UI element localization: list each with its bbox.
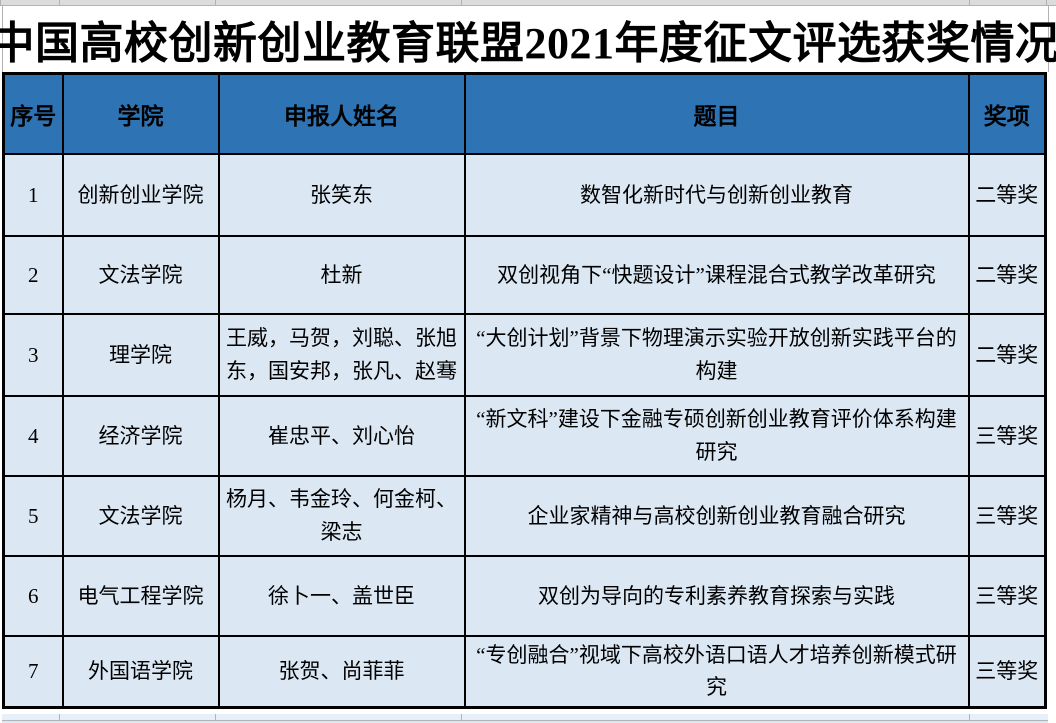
gridline	[2, 6, 3, 72]
cell-applicants: 王威，马贺，刘聪、张旭东，国安邦，张凡、赵骞	[217, 313, 466, 397]
gridline	[969, 0, 970, 5]
cell-award: 二等奖	[967, 313, 1047, 397]
table-row: 2 文法学院 杜新 双创视角下“快题设计”课程混合式教学改革研究 二等奖	[2, 235, 1047, 315]
gridline	[969, 714, 970, 720]
cell-applicants: 徐卜一、盖世臣	[217, 555, 466, 637]
gridline	[59, 0, 60, 5]
cell-no: 5	[2, 475, 64, 557]
header-cell-topic: 题目	[463, 72, 970, 155]
cell-no: 7	[2, 635, 64, 708]
gridline	[59, 714, 60, 720]
gridline	[1048, 6, 1049, 72]
table-row: 3 理学院 王威，马贺，刘聪、张旭东，国安邦，张凡、赵骞 “大创计划”背景下物理…	[2, 313, 1047, 397]
table-row: 1 创新创业学院 张笑东 数智化新时代与创新创业教育 二等奖	[2, 153, 1047, 237]
table-row: 6 电气工程学院 徐卜一、盖世臣 双创为导向的专利素养教育探索与实践 三等奖	[2, 555, 1047, 637]
cell-topic: 企业家精神与高校创新创业教育融合研究	[463, 475, 970, 557]
cell-topic: “专创融合”视域下高校外语口语人才培养创新模式研究	[463, 635, 970, 708]
cell-no: 2	[2, 235, 64, 315]
gridline	[461, 0, 462, 5]
awards-table: 序号 学院 申报人姓名 题目 奖项 1 创新创业学院 张笑东 数智化新时代与创新…	[2, 72, 1047, 709]
header-cell-applicants: 申报人姓名	[217, 72, 466, 155]
header-cell-award: 奖项	[967, 72, 1047, 155]
cell-college: 电气工程学院	[61, 555, 220, 637]
cell-no: 4	[2, 395, 64, 477]
next-row-sliver-fill	[2, 721, 1048, 723]
cell-topic: 双创视角下“快题设计”课程混合式教学改革研究	[463, 235, 970, 315]
table-row: 4 经济学院 崔忠平、刘心怡 “新文科”建设下金融专硕创新创业教育评价体系构建研…	[2, 395, 1047, 477]
cell-college: 文法学院	[61, 475, 220, 557]
gridline	[215, 714, 216, 720]
next-row-sliver	[2, 714, 1048, 721]
cell-college: 创新创业学院	[61, 153, 220, 237]
cell-college: 文法学院	[61, 235, 220, 315]
cell-applicants: 张贺、尚菲菲	[217, 635, 466, 708]
cell-award: 三等奖	[967, 475, 1047, 557]
cell-topic: 数智化新时代与创新创业教育	[463, 153, 970, 237]
cell-college: 理学院	[61, 313, 220, 397]
header-cell-no: 序号	[2, 72, 64, 155]
cell-no: 3	[2, 313, 64, 397]
cell-applicants: 杜新	[217, 235, 466, 315]
cell-award: 二等奖	[967, 235, 1047, 315]
table-row: 7 外国语学院 张贺、尚菲菲 “专创融合”视域下高校外语口语人才培养创新模式研究…	[2, 635, 1047, 708]
cell-award: 三等奖	[967, 635, 1047, 708]
top-gridline-strip	[0, 0, 1056, 6]
header-cell-college: 学院	[61, 72, 220, 155]
cell-applicants: 张笑东	[217, 153, 466, 237]
cell-topic: “新文科”建设下金融专硕创新创业教育评价体系构建研究	[463, 395, 970, 477]
cell-award: 三等奖	[967, 555, 1047, 637]
cell-award: 三等奖	[967, 395, 1047, 477]
page-title: 中国高校创新创业教育联盟2021年度征文评选获奖情况	[0, 19, 1056, 68]
table-row: 5 文法学院 杨月、韦金玲、何金柯、梁志 企业家精神与高校创新创业教育融合研究 …	[2, 475, 1047, 557]
gridline	[461, 714, 462, 720]
cell-college: 外国语学院	[61, 635, 220, 708]
cell-applicants: 崔忠平、刘心怡	[217, 395, 466, 477]
cell-college: 经济学院	[61, 395, 220, 477]
table-body: 1 创新创业学院 张笑东 数智化新时代与创新创业教育 二等奖 2 文法学院 杜新…	[2, 153, 1047, 708]
table-header: 序号 学院 申报人姓名 题目 奖项	[2, 72, 1047, 155]
gridline	[1046, 0, 1047, 5]
cell-topic: 双创为导向的专利素养教育探索与实践	[463, 555, 970, 637]
cell-topic: “大创计划”背景下物理演示实验开放创新实践平台的构建	[463, 313, 970, 397]
gridline	[215, 0, 216, 5]
cell-applicants: 杨月、韦金玲、何金柯、梁志	[217, 475, 466, 557]
header-row: 序号 学院 申报人姓名 题目 奖项	[2, 72, 1047, 155]
gridline	[0, 0, 1, 5]
cell-no: 1	[2, 153, 64, 237]
cell-no: 6	[2, 555, 64, 637]
cell-award: 二等奖	[967, 153, 1047, 237]
